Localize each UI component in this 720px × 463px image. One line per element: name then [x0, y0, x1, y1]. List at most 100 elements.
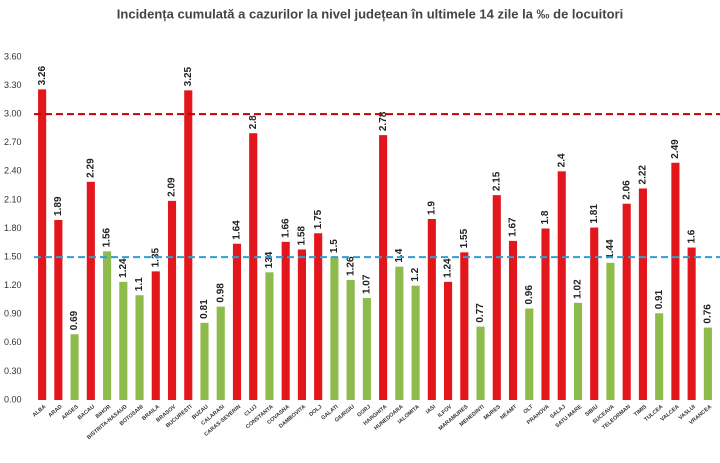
bar [119, 281, 128, 400]
value-label: 1.64 [232, 220, 243, 240]
y-tick-label: 2.40 [4, 166, 22, 176]
value-label: 1.66 [280, 218, 291, 238]
value-label: 134 [264, 251, 275, 268]
y-tick-label: 2.70 [4, 137, 22, 147]
x-tick-label: IASI [425, 404, 437, 416]
bar [265, 272, 274, 400]
y-tick-label: 2.10 [4, 194, 22, 204]
value-label: 0.69 [69, 310, 80, 330]
value-label: 0.77 [475, 303, 486, 323]
bar [362, 298, 371, 400]
bar [200, 322, 209, 400]
value-label: 2.49 [670, 139, 681, 159]
bar [346, 279, 355, 400]
value-label: 1.8 [540, 210, 551, 224]
value-label: 1.5 [329, 239, 340, 253]
y-tick-label: 0.90 [4, 309, 22, 319]
value-label: 1.07 [362, 274, 373, 294]
value-label: 0.98 [215, 283, 226, 303]
value-label: 0.76 [703, 304, 714, 324]
value-label: 1.6 [686, 229, 697, 243]
bar [671, 162, 680, 400]
y-tick-label: 3.30 [4, 80, 22, 90]
value-label: 1.56 [102, 227, 113, 247]
bar [476, 326, 485, 400]
value-label: 2.4 [556, 153, 567, 167]
value-label: 1.1 [134, 277, 145, 291]
bar [249, 133, 258, 400]
value-label: 2.15 [491, 171, 502, 191]
y-tick-label: 0.00 [4, 394, 22, 404]
y-tick-label: 1.80 [4, 223, 22, 233]
bar [606, 262, 615, 400]
value-label: 2.78 [378, 111, 389, 131]
bar [590, 227, 599, 400]
x-tick-label: BACAU [77, 404, 96, 421]
y-tick-label: 0.30 [4, 366, 22, 376]
y-tick-label: 1.20 [4, 280, 22, 290]
bar [232, 243, 242, 400]
value-label: 1.67 [508, 217, 519, 237]
bar [411, 285, 420, 400]
bar [703, 327, 712, 400]
value-label: 0.81 [199, 299, 210, 319]
bar [395, 266, 404, 400]
bar [557, 171, 566, 400]
value-label: 1.9 [426, 201, 437, 215]
x-tick-label: MURES [483, 404, 502, 422]
value-label: 1.2 [410, 267, 421, 281]
bar [38, 89, 47, 401]
value-label: 2.8 [248, 115, 259, 129]
y-tick-label: 3.00 [4, 109, 22, 119]
bar [281, 241, 290, 400]
bar [622, 203, 631, 400]
x-tick-label: ALBA [32, 404, 48, 418]
bar [508, 240, 518, 400]
bar [541, 228, 550, 400]
value-label: 3.26 [37, 65, 48, 85]
bar [184, 90, 193, 400]
bar [216, 306, 225, 400]
bar [492, 195, 501, 400]
value-label: 1.4 [394, 248, 405, 262]
value-label: 2.06 [621, 180, 632, 200]
value-label: 2.22 [638, 165, 649, 185]
value-label: 1.81 [589, 204, 600, 224]
bar [330, 257, 339, 400]
bar [638, 188, 647, 400]
bar [460, 252, 469, 400]
value-label: 1.75 [313, 209, 324, 229]
x-tick-label: NEAMT [499, 404, 518, 422]
value-label: 0.96 [524, 285, 535, 305]
value-label: 3.25 [183, 66, 194, 86]
bar [297, 249, 306, 400]
y-tick-label: 0.60 [4, 337, 22, 347]
value-label: 1.58 [297, 226, 308, 246]
bar [103, 251, 112, 400]
bar [151, 271, 160, 400]
value-label: 1.89 [53, 196, 64, 216]
bar [86, 181, 95, 400]
bar [655, 313, 664, 400]
bar [427, 218, 436, 400]
y-tick-label: 3.60 [4, 51, 22, 61]
value-label: 2.29 [85, 158, 96, 178]
value-label: 0.91 [654, 289, 665, 309]
bar [525, 308, 534, 400]
value-label: 1.44 [605, 239, 616, 259]
bar [70, 334, 79, 400]
bar [135, 295, 144, 400]
bar [687, 247, 696, 400]
bar [167, 200, 177, 400]
value-label: 1.24 [443, 258, 454, 278]
value-label: 1.02 [573, 279, 584, 299]
bar [379, 135, 388, 400]
value-label: 1.24 [118, 258, 129, 278]
bar [444, 281, 453, 400]
chart-title: Incidența cumulată a cazurilor la nivel … [117, 6, 623, 21]
value-label: 2.09 [167, 177, 178, 197]
bar [573, 302, 583, 400]
x-tick-label: OLT [523, 404, 535, 416]
value-label: 1.55 [459, 228, 470, 248]
